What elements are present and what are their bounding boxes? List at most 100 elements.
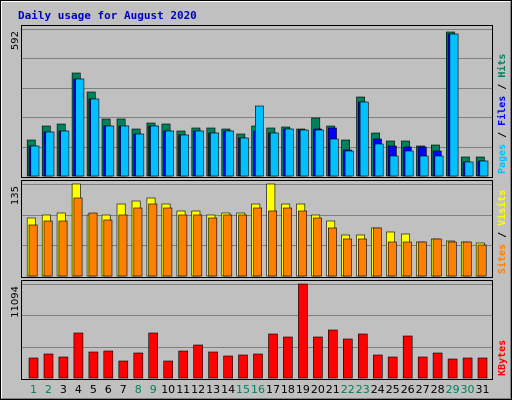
visitors-bar-sites — [178, 214, 188, 277]
day-label: 1 — [30, 383, 37, 396]
bars — [26, 31, 489, 379]
day-label: 4 — [75, 383, 82, 396]
visitors-bar-sites — [432, 238, 442, 277]
volume-bar-kbytes — [208, 351, 218, 379]
visitors-bar-sites — [118, 214, 128, 277]
day-label: 14 — [221, 383, 235, 396]
day-label: 6 — [105, 383, 112, 396]
traffic-bar-pages — [75, 78, 85, 177]
visitors-bar-sites — [283, 207, 292, 277]
day-label: 29 — [446, 383, 460, 396]
traffic-bar-pages — [284, 128, 294, 177]
traffic-bar-pages — [404, 150, 414, 177]
traffic-bar-pages — [464, 161, 474, 177]
day-label: 10 — [161, 383, 175, 396]
traffic-bar-pages — [479, 160, 489, 177]
volume-bar-kbytes — [372, 354, 383, 379]
traffic-bar-pages — [165, 130, 174, 177]
volume-bar-kbytes — [462, 357, 473, 379]
visitors-legend-item: / — [497, 232, 508, 244]
day-label: 19 — [296, 383, 310, 396]
volume-legend: KBytes — [497, 340, 508, 376]
traffic-bar-pages — [419, 155, 429, 177]
visitors-bar-sites — [417, 241, 427, 277]
traffic-bar-pages — [210, 132, 219, 177]
visitors-bar-sites — [43, 220, 53, 277]
visitors-bar-sites — [298, 210, 307, 277]
day-label: 13 — [206, 383, 220, 396]
day-label: 28 — [431, 383, 445, 396]
volume-max-label: 11094 — [10, 286, 21, 318]
day-label: 18 — [281, 383, 295, 396]
visitors-bar-sites — [447, 241, 457, 277]
day-label: 15 — [236, 383, 250, 396]
volume-bar-kbytes — [193, 344, 203, 379]
volume-bar-kbytes — [327, 329, 338, 379]
volume-bar-kbytes — [73, 332, 84, 379]
visitors-bar-sites — [208, 217, 218, 277]
traffic-bar-pages — [240, 137, 249, 177]
volume-bar-kbytes — [357, 333, 368, 379]
volume-bar-kbytes — [133, 352, 144, 379]
volume-bar-kbytes — [432, 352, 443, 379]
day-label: 23 — [356, 383, 370, 396]
day-label: 22 — [341, 383, 355, 396]
visitors-bar-sites — [88, 212, 98, 277]
visitors-bar-sites — [477, 244, 487, 277]
visitors-bar-sites — [133, 207, 143, 277]
traffic-bar-pages — [90, 98, 100, 177]
traffic-bar-pages — [105, 125, 115, 177]
visitors-bar-sites — [28, 224, 38, 277]
day-label: 2 — [45, 383, 52, 396]
visitors-bar-sites — [238, 214, 247, 277]
volume-bar-kbytes — [387, 356, 398, 379]
day-label: 31 — [476, 383, 490, 396]
traffic-max-label: 592 — [10, 31, 21, 50]
traffic-legend-item: Hits — [496, 54, 508, 84]
traffic-bar-pages — [135, 133, 145, 177]
volume-bar-kbytes — [417, 356, 428, 379]
traffic-bar-pages — [329, 138, 339, 177]
visitors-bar-sites — [73, 197, 83, 277]
day-label: 3 — [60, 383, 67, 396]
volume-bar-kbytes — [58, 356, 69, 379]
volume-bar-kbytes — [148, 332, 158, 379]
day-label: 26 — [401, 383, 415, 396]
day-label: 11 — [176, 383, 190, 396]
volume-bar-kbytes — [313, 336, 323, 379]
day-label: 8 — [135, 383, 142, 396]
day-label: 17 — [266, 383, 280, 396]
day-label: 16 — [251, 383, 265, 396]
day-label: 21 — [326, 383, 340, 396]
visitors-bar-sites — [462, 241, 472, 277]
traffic-bar-pages — [389, 155, 399, 177]
traffic-bar-pages — [434, 155, 444, 177]
traffic-legend: Pages / Files / Hits — [496, 54, 508, 174]
traffic-bar-pages — [314, 129, 324, 177]
traffic-bar-pages — [269, 132, 279, 177]
visitors-bar-sites — [58, 220, 68, 277]
traffic-bar-pages — [30, 145, 40, 177]
volume-bar-kbytes — [43, 353, 54, 379]
volume-bar-kbytes — [118, 360, 129, 379]
traffic-bar-pages — [255, 105, 264, 177]
visitors-bar-sites — [387, 241, 397, 277]
volume-bar-kbytes — [223, 355, 233, 379]
traffic-bar-pages — [195, 130, 204, 177]
visitors-bar-sites — [148, 203, 158, 277]
volume-bar-kbytes — [447, 358, 458, 379]
day-label: 9 — [150, 383, 157, 396]
traffic-bar-pages — [45, 131, 55, 177]
volume-bar-kbytes — [28, 357, 39, 379]
day-label: 24 — [371, 383, 385, 396]
volume-legend-item: KBytes — [497, 340, 508, 376]
traffic-legend-item: / — [497, 132, 508, 144]
volume-bar-kbytes — [178, 350, 188, 379]
traffic-bar-pages — [359, 101, 369, 177]
traffic-bar-pages — [120, 125, 130, 177]
volume-bar-kbytes — [103, 350, 114, 379]
day-label: 27 — [416, 383, 430, 396]
